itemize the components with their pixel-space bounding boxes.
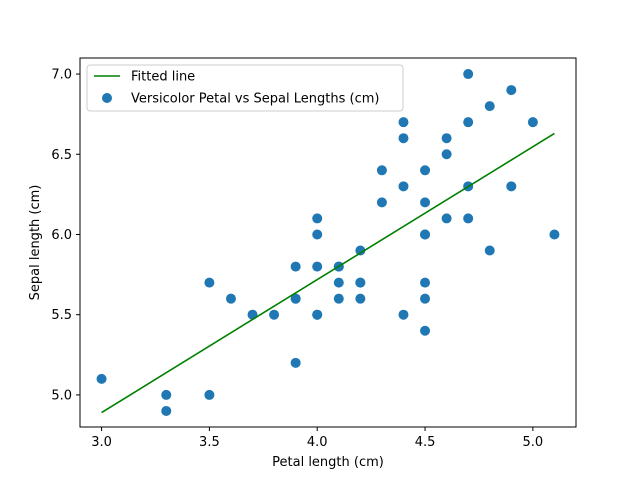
ticks-layer: 3.0 3.5 4.0 4.5 5.0 5.0 5.5 6.0 6.5 7.0 [51, 68, 543, 450]
scatter-point [290, 293, 301, 304]
y-tick-label: 7.0 [51, 68, 72, 83]
scatter-point [463, 213, 474, 224]
scatter-point [506, 181, 517, 192]
scatter-point [312, 309, 323, 320]
scatter-point [420, 165, 431, 176]
scatter-point [441, 213, 452, 224]
x-tick-label: 3.5 [199, 435, 220, 450]
scatter-point [420, 277, 431, 288]
scatter-point [463, 69, 474, 80]
scatter-point [333, 277, 344, 288]
scatter-point [96, 373, 107, 384]
scatter-point [161, 405, 172, 416]
y-tick-label: 5.5 [51, 308, 72, 323]
scatter-point [420, 293, 431, 304]
scatter-point [398, 181, 409, 192]
scatter-point [420, 325, 431, 336]
y-tick-label: 5.0 [51, 388, 72, 403]
scatter-point [484, 245, 495, 256]
scatter-point [376, 165, 387, 176]
legend: Fitted line Versicolor Petal vs Sepal Le… [86, 64, 404, 112]
scatter-point [225, 293, 236, 304]
y-tick-label: 6.0 [51, 228, 72, 243]
y-axis-label: Sepal length (cm) [28, 185, 43, 301]
scatter-point [398, 309, 409, 320]
scatter-point [398, 133, 409, 144]
scatter-point [355, 293, 366, 304]
y-tick-label: 6.5 [51, 148, 72, 163]
scatter-point [312, 261, 323, 272]
scatter-point [441, 133, 452, 144]
scatter-point [355, 245, 366, 256]
x-tick-label: 4.0 [307, 435, 328, 450]
legend-box [86, 64, 404, 112]
scatter-point [204, 389, 215, 400]
scatter-point [312, 229, 323, 240]
scatter-point [290, 357, 301, 368]
plot-area [96, 69, 560, 416]
scatter-point [420, 197, 431, 208]
scatter-point [420, 229, 431, 240]
scatter-point [506, 85, 517, 96]
fitted-line [101, 132, 555, 414]
scatter-point [549, 229, 560, 240]
scatter-point [463, 117, 474, 128]
legend-label-scatter: Versicolor Petal vs Sepal Lengths (cm) [131, 92, 379, 107]
scatter-point [441, 149, 452, 160]
scatter-point [527, 117, 538, 128]
x-axis-label: Petal length (cm) [272, 455, 384, 470]
legend-label-fitted-line: Fitted line [131, 70, 195, 85]
legend-scatter-marker [102, 93, 112, 103]
scatter-point [376, 197, 387, 208]
x-tick-label: 3.0 [91, 435, 112, 450]
scatter-point [355, 277, 366, 288]
scatter-point [333, 293, 344, 304]
x-tick-label: 5.0 [523, 435, 544, 450]
scatter-point [484, 101, 495, 112]
scatter-point [161, 389, 172, 400]
scatter-point [290, 261, 301, 272]
scatter-point [204, 277, 215, 288]
scatter-point [269, 309, 280, 320]
x-tick-label: 4.5 [415, 435, 436, 450]
axes-frame [79, 57, 577, 428]
scatter-point [312, 213, 323, 224]
scatter-point [398, 117, 409, 128]
